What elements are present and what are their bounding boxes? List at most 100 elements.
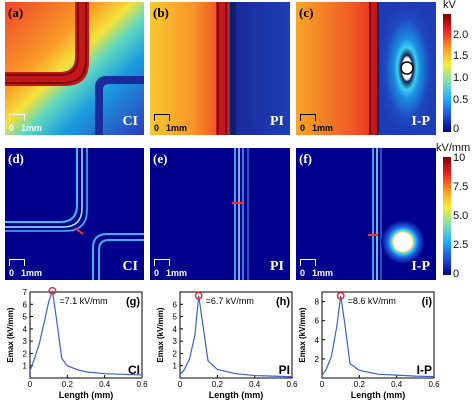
scale-zero: 0 bbox=[9, 123, 15, 133]
scale-bar bbox=[300, 114, 316, 121]
scale-zero: 0 bbox=[9, 268, 15, 278]
colorbar-tick: 5.0 bbox=[453, 210, 469, 222]
x-tick-label: 0.6 bbox=[286, 380, 298, 389]
series-line bbox=[321, 295, 435, 378]
x-axis-label: Length (mm) bbox=[59, 390, 114, 400]
y-tick-label: 1 bbox=[173, 362, 178, 371]
y-tick-label: 4 bbox=[315, 336, 320, 345]
x-tick-label: 0.2 bbox=[212, 380, 224, 389]
colorbar-tick: 7.5 bbox=[453, 181, 469, 193]
panel-label: (a) bbox=[8, 5, 24, 20]
plot-frame bbox=[179, 291, 293, 379]
field-map-pi bbox=[232, 148, 249, 280]
series-line bbox=[29, 290, 143, 376]
peak-marker bbox=[336, 291, 345, 300]
x-tick-label: 0.2 bbox=[62, 380, 74, 389]
x-tick-label: 0.6 bbox=[428, 380, 440, 389]
scale-bar bbox=[9, 259, 25, 266]
panel-tag: CI bbox=[122, 114, 138, 129]
y-axis-label: Emax (kV/mm) bbox=[298, 307, 307, 362]
panel-tag: PI bbox=[270, 114, 284, 129]
colorbar-tick: 2.5 bbox=[453, 239, 469, 251]
colorbar-tick: 1.0 bbox=[453, 72, 469, 84]
scale-bar bbox=[154, 114, 170, 121]
panel-d-field-ci: (d) CI 0 1mm bbox=[5, 148, 144, 280]
scale-unit: 1mm bbox=[166, 268, 188, 278]
y-tick-label: 2 bbox=[315, 355, 320, 364]
scale-bar bbox=[154, 259, 170, 266]
colorbar-field bbox=[443, 157, 451, 275]
field-map-ci bbox=[5, 148, 144, 280]
scale-unit: 1mm bbox=[21, 268, 43, 278]
scale-zero: 0 bbox=[300, 123, 306, 133]
field-map-ip bbox=[368, 148, 425, 280]
scale-zero: 0 bbox=[154, 123, 160, 133]
x-tick-label: 0 bbox=[28, 380, 33, 389]
panel-c-potential-ip: (c) I-P 0 1mm bbox=[296, 2, 436, 135]
chart-i-p: 2 4 6 8 0 0.2 0.4 0.6 Length (mm) Emax (kV/mm) =8.… bbox=[298, 291, 440, 400]
y-tick-label: 4 bbox=[173, 325, 178, 334]
y-tick-label: 7 bbox=[23, 288, 28, 297]
colorbar-unit: kV bbox=[443, 0, 456, 11]
panel-tag: CI bbox=[128, 363, 140, 377]
series-line bbox=[179, 295, 293, 378]
colorbar-tick: 0 bbox=[453, 123, 460, 135]
x-axis-label: Length (mm) bbox=[209, 390, 264, 400]
emax-charts: 1 2 3 4 5 6 7 0 0.2 0.4 0.6 Length (mm) Emax (kV/mm)… bbox=[6, 286, 440, 400]
panel-label: (c) bbox=[299, 5, 314, 20]
scale-unit: 1mm bbox=[21, 123, 43, 133]
peak-marker bbox=[194, 291, 203, 300]
panel-f-field-ip: (f) I-P 0 1mm bbox=[296, 148, 436, 280]
panel-tag: PI bbox=[270, 259, 284, 274]
colorbar-unit: kV/mm bbox=[436, 142, 471, 154]
y-tick-label: 8 bbox=[315, 298, 320, 307]
potential-map-pi bbox=[150, 2, 290, 135]
x-axis-label: Length (mm) bbox=[351, 390, 406, 400]
panel-tag: CI bbox=[122, 259, 138, 274]
x-tick-label: 0.2 bbox=[354, 380, 366, 389]
scale-bar bbox=[300, 259, 316, 266]
y-tick-label: 5 bbox=[173, 313, 178, 322]
scale-unit: 1mm bbox=[312, 123, 334, 133]
chart-pi: 1 2 3 4 5 6 0 0.2 0.4 0.6 Length (mm) Emax (kV/mm) =… bbox=[156, 291, 298, 400]
scale-zero: 0 bbox=[154, 268, 160, 278]
scale-unit: 1mm bbox=[166, 123, 188, 133]
x-tick-label: 0.4 bbox=[249, 380, 261, 389]
y-axis-label: Emax (kV/mm) bbox=[156, 307, 165, 362]
peak-annotation: =8.6 kV/mm bbox=[348, 296, 396, 306]
panel-e-field-pi: (e) PI 0 1mm bbox=[150, 148, 290, 280]
colorbar-potential bbox=[443, 14, 451, 132]
panel-label: (b) bbox=[153, 5, 169, 20]
peak-marker bbox=[48, 286, 57, 295]
y-tick-label: 2 bbox=[23, 349, 28, 358]
y-tick-label: 1 bbox=[23, 362, 28, 371]
potential-map-ip bbox=[296, 2, 436, 135]
scale-zero: 0 bbox=[300, 268, 306, 278]
y-tick-label: 3 bbox=[173, 337, 178, 346]
panel-label: (f) bbox=[299, 151, 312, 166]
panel-label: (h) bbox=[276, 296, 290, 308]
y-tick-label: 2 bbox=[173, 349, 178, 358]
y-tick-label: 5 bbox=[23, 313, 28, 322]
scale-bar bbox=[9, 114, 25, 121]
y-tick-label: 3 bbox=[23, 337, 28, 346]
y-tick-label: 6 bbox=[23, 300, 28, 309]
peak-annotation: =7.1 kV/mm bbox=[59, 296, 107, 306]
panel-a-potential-ci: (a) CI 0 1mm bbox=[5, 2, 144, 135]
colorbar-tick: 0.5 bbox=[453, 94, 469, 106]
panel-label: (e) bbox=[153, 151, 168, 166]
scale-unit: 1mm bbox=[312, 268, 334, 278]
panel-tag: PI bbox=[279, 363, 290, 377]
x-tick-label: 0.4 bbox=[99, 380, 111, 389]
plot-frame bbox=[29, 291, 143, 379]
x-tick-label: 0 bbox=[320, 380, 325, 389]
plot-frame bbox=[321, 291, 435, 379]
peak-annotation: =6.7 kV/mm bbox=[206, 296, 254, 306]
panel-label: (g) bbox=[126, 296, 140, 308]
y-tick-label: 4 bbox=[23, 325, 28, 334]
y-tick-label: 6 bbox=[315, 317, 320, 326]
panel-b-potential-pi: (b) PI 0 1mm bbox=[150, 2, 290, 135]
chart-ci: 1 2 3 4 5 6 7 0 0.2 0.4 0.6 Length (mm) Emax (kV/mm)… bbox=[6, 286, 148, 400]
x-tick-label: 0.4 bbox=[391, 380, 403, 389]
x-tick-label: 0.6 bbox=[136, 380, 148, 389]
